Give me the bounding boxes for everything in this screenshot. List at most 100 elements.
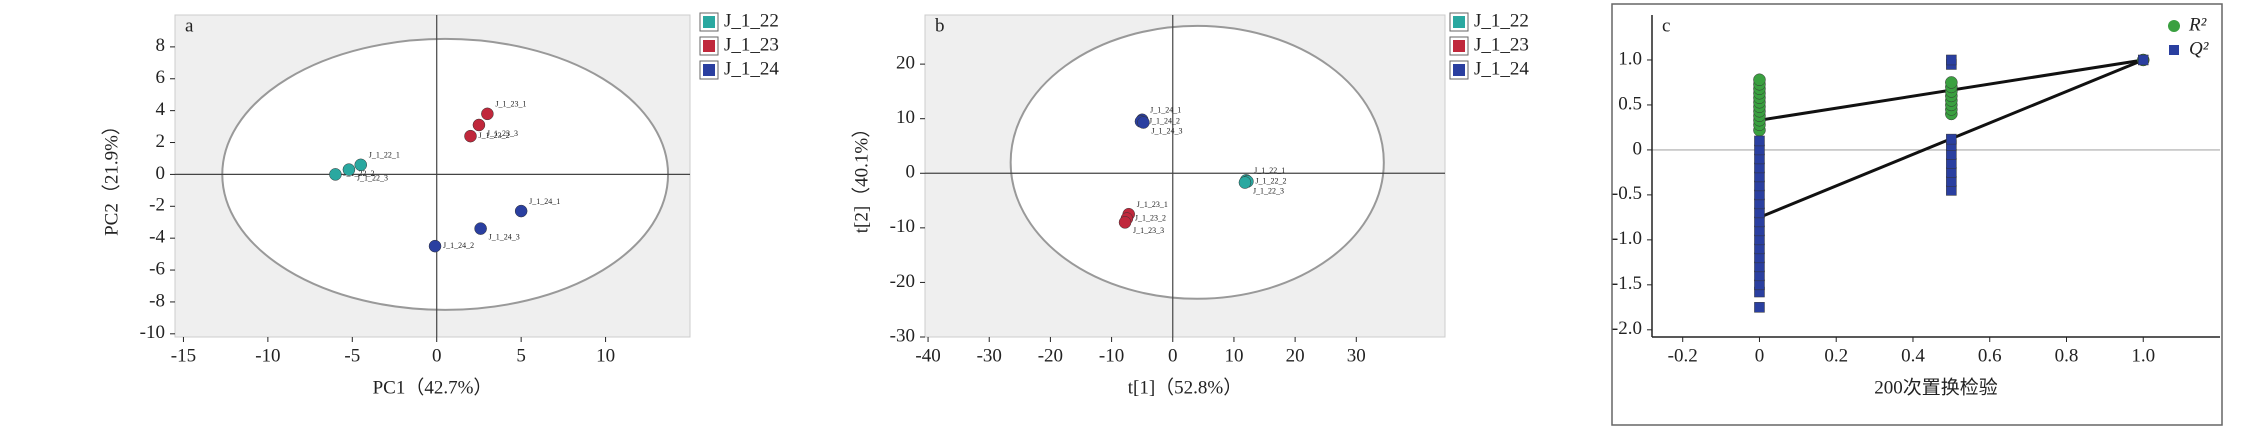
point-label: J_1_24_3 [1151, 126, 1182, 135]
point [1946, 158, 1957, 169]
point [2137, 54, 2149, 66]
point [514, 204, 528, 218]
point-label: J_1_24_3 [489, 232, 520, 241]
x-tick-label: 0 [432, 345, 442, 366]
x-tick-label: 1.0 [2131, 345, 2155, 366]
point-label: J_1_22_2 [343, 169, 374, 178]
point [1754, 144, 1765, 156]
point [1754, 270, 1765, 282]
y-tick-label: 10 [896, 107, 915, 128]
point-label: J_1_23_1 [1137, 200, 1168, 209]
y-tick-label: 1.0 [1618, 48, 1642, 69]
point [1754, 234, 1765, 246]
x-tick-label: 10 [596, 345, 615, 366]
point [1754, 252, 1765, 264]
point [1754, 225, 1765, 237]
x-tick-label: 0.2 [1824, 345, 1848, 366]
panel-frame [1611, 3, 2223, 426]
y-tick-label: -10 [890, 216, 915, 237]
point [1754, 207, 1765, 219]
legend-marker [703, 40, 715, 52]
x-tick-label: -40 [915, 345, 940, 366]
point [1137, 116, 1150, 129]
point [1946, 54, 1957, 66]
y-tick-label: 0.5 [1618, 93, 1642, 114]
point-label: J_1_22_2 [1255, 176, 1286, 185]
point [1754, 216, 1765, 228]
point [481, 107, 494, 121]
point-label: J_1_24_1 [529, 197, 560, 206]
y-tick-label: -20 [890, 271, 915, 292]
y-tick-label: -8 [149, 290, 165, 311]
point [474, 222, 487, 235]
x-tick-label: -15 [171, 345, 196, 366]
y-tick-label: -6 [149, 258, 165, 279]
legend-label: J_1_24 [724, 58, 779, 79]
point-label: J_1_23_2 [1135, 213, 1166, 222]
legend-marker [703, 16, 715, 28]
y-axis-label: t[2]（40.1%） [850, 119, 872, 234]
y-tick-label: 0 [1633, 138, 1643, 159]
x-tick-label: 0.6 [1978, 345, 2002, 366]
legend-marker [1453, 64, 1465, 76]
x-tick-label: -5 [344, 345, 360, 366]
y-tick-label: -1.5 [1612, 273, 1642, 294]
point [1754, 243, 1765, 255]
point-label: J_1_22_3 [1253, 186, 1284, 195]
legend-label: J_1_23 [1474, 34, 1529, 55]
panel-label: a [185, 15, 194, 36]
point [1754, 153, 1765, 165]
point [1238, 176, 1252, 189]
x-tick-label: 0 [1168, 345, 1178, 366]
point-label: J_1_23_3 [487, 129, 518, 138]
panel-label: c [1662, 15, 1670, 36]
legend-label: J_1_23 [724, 34, 779, 55]
point [1754, 261, 1765, 273]
legend-marker [1453, 16, 1465, 28]
point [342, 163, 356, 176]
panel: -15 -10 -5 0 5 10 -10 -8 -6 -4 -2 0 2 4 6 8a PC1（42.7%） P… [100, 10, 779, 398]
point [1754, 162, 1765, 174]
y-axis-label: PC2（21.9%） [100, 116, 122, 236]
legend-label: Q² [2189, 38, 2209, 59]
point-label: J_1_24_1 [1150, 106, 1181, 115]
legend-marker [703, 64, 715, 76]
point [1946, 149, 1957, 160]
point [428, 239, 442, 253]
x-tick-label: 30 [1347, 345, 1366, 366]
y-tick-label: -1.0 [1612, 228, 1642, 249]
legend-marker [2168, 20, 2180, 32]
y-tick-label: -2.0 [1612, 318, 1642, 339]
x-axis-label: PC1（42.7%） [373, 376, 493, 398]
x-tick-label: -0.2 [1668, 345, 1698, 366]
y-tick-label: -10 [140, 322, 165, 343]
y-tick-label: 6 [156, 67, 166, 88]
x-axis-label: 200次置换检验 [1874, 376, 1998, 398]
point [1754, 171, 1765, 183]
point [1754, 189, 1765, 201]
point [1946, 176, 1957, 187]
point-label: J_1_23_3 [1133, 226, 1164, 235]
y-tick-label: 4 [156, 99, 166, 120]
x-tick-label: 0 [1755, 345, 1765, 366]
point [1753, 73, 1766, 87]
legend-label: R² [2188, 14, 2207, 35]
point [1118, 216, 1132, 229]
y-tick-label: 20 [896, 52, 915, 73]
point [1754, 279, 1765, 291]
point-label: J_1_22_3 [357, 173, 388, 182]
point [1946, 167, 1957, 178]
point [354, 158, 367, 172]
point-label: J_1_22_1 [369, 151, 400, 160]
x-tick-label: 20 [1286, 345, 1305, 366]
panel: -0.2 0 0.2 0.4 0.6 0.8 1.0 -2.0 -1.5 -1.0 -0.5 0 0.5… [1611, 3, 2223, 426]
point [464, 129, 477, 143]
point-label: J_1_23_1 [495, 100, 526, 109]
y-tick-label: -30 [890, 325, 915, 346]
x-tick-label: -30 [977, 345, 1002, 366]
y-tick-label: -2 [149, 195, 165, 216]
y-tick-label: -0.5 [1612, 183, 1642, 204]
panel-label: b [935, 15, 945, 36]
y-tick-label: 2 [156, 131, 166, 152]
